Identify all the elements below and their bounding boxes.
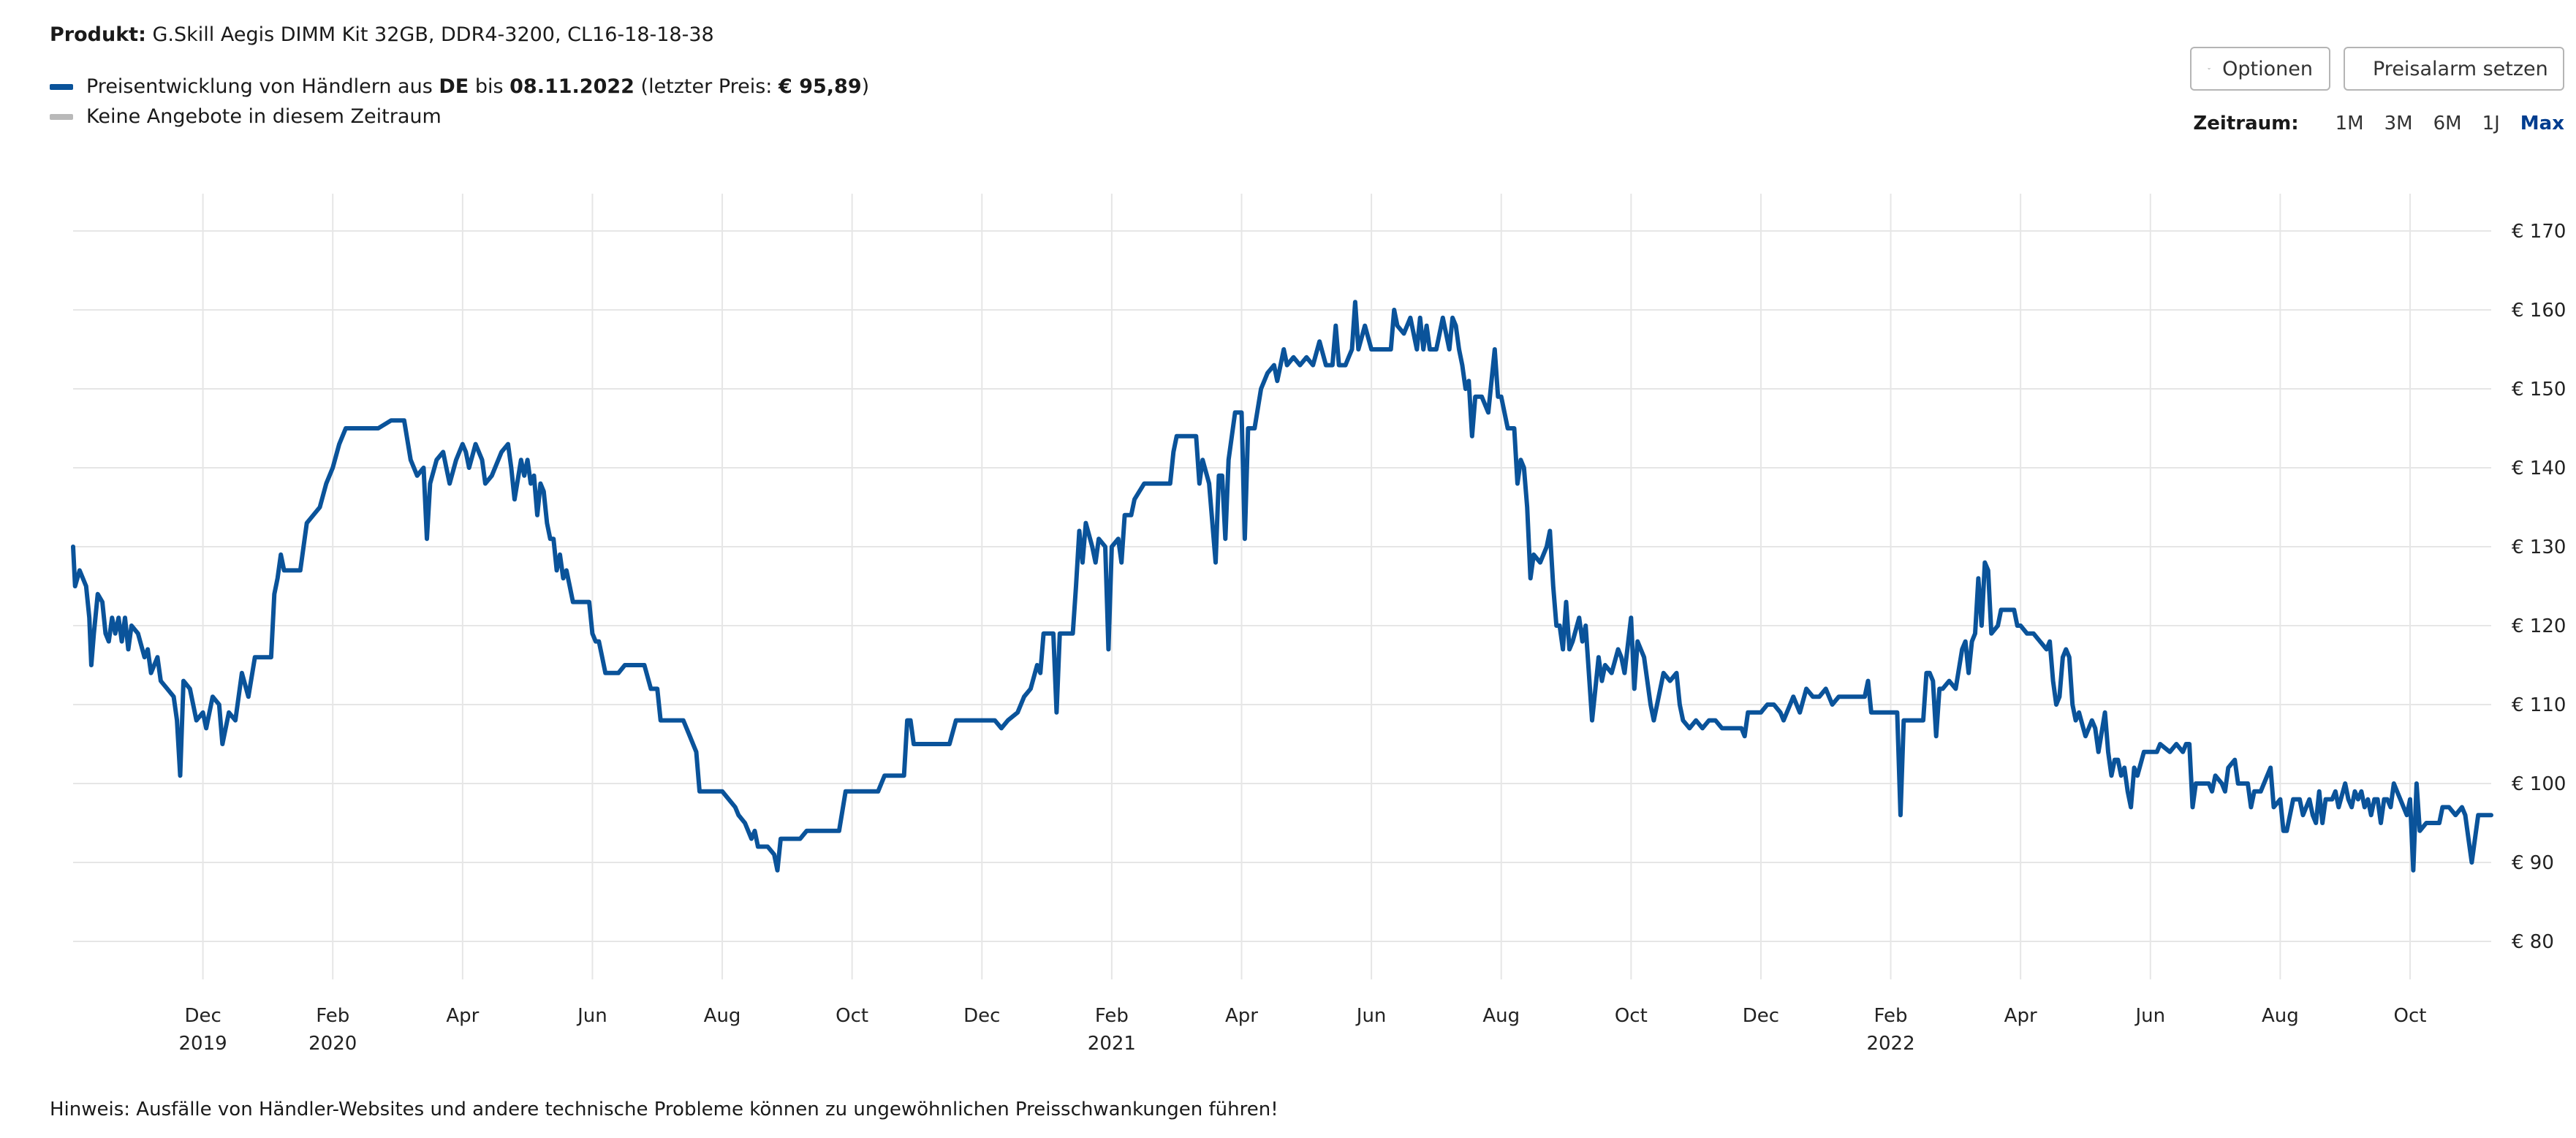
legend-country: DE <box>439 75 469 98</box>
legend-text-prefix: Preisentwicklung von Händlern aus <box>86 75 433 98</box>
time-range-selector: Zeitraum: 1M 3M 6M 1J Max <box>2193 113 2564 134</box>
y-tick-label: € 120 <box>2512 615 2566 637</box>
horizontal-gridlines <box>73 230 2491 942</box>
disclaimer-note: Hinweis: Ausfälle von Händler-Websites u… <box>50 1099 1278 1120</box>
x-tick-label: Apr <box>1225 1005 1258 1027</box>
product-name: G.Skill Aegis DIMM Kit 32GB, DDR4-3200, … <box>152 23 714 46</box>
x-tick-label: Dec <box>963 1005 1000 1027</box>
y-tick-label: € 150 <box>2512 379 2566 401</box>
price-series-line[interactable] <box>71 300 2493 873</box>
x-tick-label: Apr <box>2004 1005 2037 1027</box>
x-tick-label: Feb <box>1874 1005 1908 1027</box>
options-button[interactable]: Optionen <box>2190 47 2330 91</box>
legend-item-price-series[interactable]: Preisentwicklung von Händlern aus DE bis… <box>50 72 869 102</box>
chart-legend: Preisentwicklung von Händlern aus DE bis… <box>50 72 869 132</box>
range-option-3m[interactable]: 3M <box>2384 113 2413 134</box>
y-tick-label: € 130 <box>2512 536 2566 558</box>
product-title: Produkt: G.Skill Aegis DIMM Kit 32GB, DD… <box>50 23 714 46</box>
x-axis-tick-labels: Dec 2019 Feb 2020 Apr Jun Aug Oct Dec Feb 2021 Apr J… <box>179 1005 2427 1055</box>
y-tick-label: € 110 <box>2512 694 2566 716</box>
legend-swatch-blue <box>50 83 73 90</box>
y-tick-label: € 170 <box>2512 221 2566 243</box>
x-tick-label: Oct <box>836 1005 868 1027</box>
legend-date: 08.11.2022 <box>509 75 634 98</box>
vertical-gridlines <box>202 194 2411 979</box>
price-alarm-label: Preisalarm setzen <box>2373 57 2548 80</box>
legend-last-price: € 95,89 <box>779 75 862 98</box>
legend-no-offers-label: Keine Angebote in diesem Zeitraum <box>86 105 442 128</box>
x-tick-label: Aug <box>704 1005 741 1027</box>
time-range-label: Zeitraum: <box>2193 113 2299 134</box>
legend-paren-close: ) <box>861 75 870 98</box>
x-tick-label: Oct <box>1615 1005 1648 1027</box>
x-tick-label: Aug <box>2262 1005 2299 1027</box>
x-tick-label: Jun <box>576 1005 607 1027</box>
y-tick-label: € 160 <box>2512 300 2566 322</box>
legend-paren-open: (letzter Preis: <box>640 75 773 98</box>
range-option-1j[interactable]: 1J <box>2482 113 2500 134</box>
x-tick-label: Feb <box>316 1005 349 1027</box>
product-label: Produkt: <box>50 23 146 46</box>
legend-text-mid: bis <box>474 75 504 98</box>
y-tick-label: € 90 <box>2512 852 2554 874</box>
x-tick-year-label: 2020 <box>308 1033 357 1055</box>
x-tick-label: Jun <box>1355 1005 1387 1027</box>
chevron-down-icon <box>2208 67 2211 69</box>
range-option-1m[interactable]: 1M <box>2335 113 2364 134</box>
y-tick-label: € 100 <box>2512 773 2566 795</box>
options-label: Optionen <box>2222 57 2313 80</box>
y-axis-tick-labels: € 80 € 90 € 100 € 110 € 120 € 130 € 140 € 150 € … <box>2512 221 2566 953</box>
range-option-max[interactable]: Max <box>2520 113 2564 134</box>
x-tick-year-label: 2022 <box>1866 1033 1914 1055</box>
y-tick-label: € 140 <box>2512 458 2566 479</box>
y-tick-label: € 80 <box>2512 931 2554 953</box>
x-tick-year-label: 2021 <box>1088 1033 1136 1055</box>
legend-item-no-offers[interactable]: Keine Angebote in diesem Zeitraum <box>50 102 869 132</box>
x-tick-label: Dec <box>184 1005 221 1027</box>
x-tick-label: Oct <box>2394 1005 2427 1027</box>
x-tick-label: Apr <box>446 1005 479 1027</box>
price-alarm-button[interactable]: Preisalarm setzen <box>2344 47 2564 91</box>
legend-swatch-gray <box>50 113 73 120</box>
x-tick-label: Feb <box>1095 1005 1129 1027</box>
x-tick-year-label: 2019 <box>179 1033 227 1055</box>
x-tick-label: Aug <box>1482 1005 1520 1027</box>
price-history-chart[interactable]: € 80 € 90 € 100 € 110 € 120 € 130 € 140 € 150 € … <box>0 0 2576 1074</box>
x-tick-label: Dec <box>1743 1005 1779 1027</box>
range-option-6m[interactable]: 6M <box>2433 113 2462 134</box>
x-tick-label: Jun <box>2134 1005 2165 1027</box>
